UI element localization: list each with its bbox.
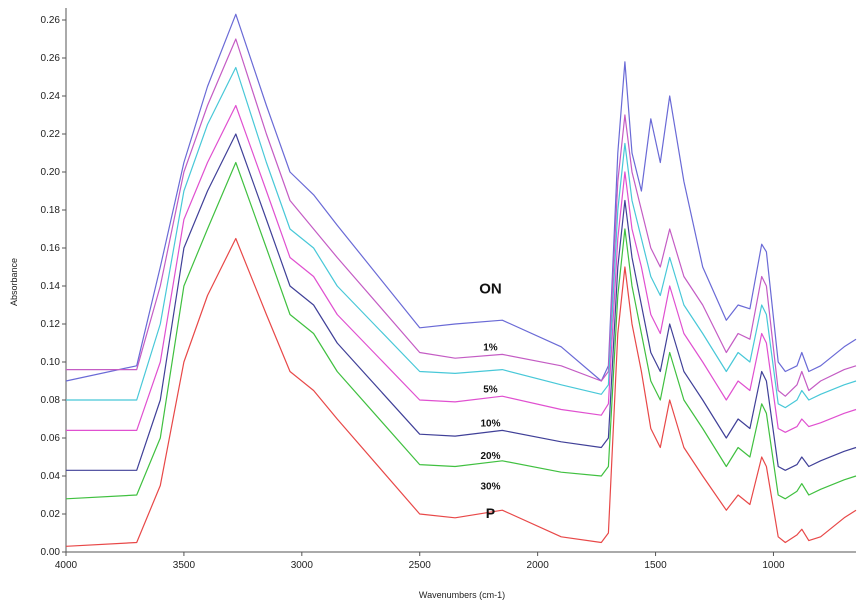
y-tick-label: 0.24 — [41, 91, 61, 102]
annotation-label: 20% — [480, 451, 500, 462]
y-tick-label: 0.02 — [41, 509, 61, 520]
x-tick-label: 3000 — [291, 560, 314, 571]
series-line-2 — [66, 66, 857, 409]
series-group — [65, 13, 857, 547]
x-tick-label: 2500 — [409, 560, 432, 571]
series-line-3 — [66, 104, 857, 433]
series-line-4 — [66, 133, 857, 471]
x-tick-label: 3500 — [173, 560, 196, 571]
x-tick-label: 1500 — [644, 560, 667, 571]
y-tick-label: 0.20 — [41, 167, 61, 178]
series-line-0 — [65, 13, 857, 382]
axes: 0.00 0.02 0.04 0.06 0.08 0.10 0.12 0.14 0.16 0.18… — [41, 8, 856, 571]
y-tick-label: 0.22 — [41, 129, 61, 140]
y-axis-label: Absorbance — [9, 258, 19, 306]
x-tick-label: 1000 — [762, 560, 785, 571]
annotation-label: 30% — [480, 481, 500, 492]
y-tick-label: 0.04 — [41, 471, 61, 482]
annotation-label: 1% — [483, 343, 498, 354]
annotations-group: ON 1% 5% 10% 20% 30% P — [479, 281, 502, 521]
annotation-label: 10% — [480, 419, 500, 430]
y-tick-label: 0.12 — [41, 319, 61, 330]
series-line-5 — [65, 161, 857, 500]
annotation-label: ON — [479, 281, 502, 298]
series-line-6 — [65, 237, 857, 547]
annotation-label: P — [486, 505, 495, 521]
y-tick-label: 0.00 — [41, 547, 61, 558]
series-line-1 — [66, 38, 857, 397]
y-tick-label: 0.26 — [41, 15, 61, 26]
y-tick-label: 0.14 — [41, 281, 61, 292]
y-tick-label: 0.10 — [41, 357, 61, 368]
annotation-label: 5% — [483, 384, 498, 395]
x-tick-label: 4000 — [55, 560, 78, 571]
y-tick-label: 0.16 — [41, 243, 61, 254]
y-tick-label: 0.06 — [41, 433, 61, 444]
x-axis-label: Wavenumbers (cm-1) — [419, 590, 505, 600]
x-tick-label: 2000 — [527, 560, 550, 571]
y-tick-label: 0.08 — [41, 395, 61, 406]
y-tick-label: 0.18 — [41, 205, 61, 216]
y-tick-label: 0.26 — [41, 53, 61, 64]
